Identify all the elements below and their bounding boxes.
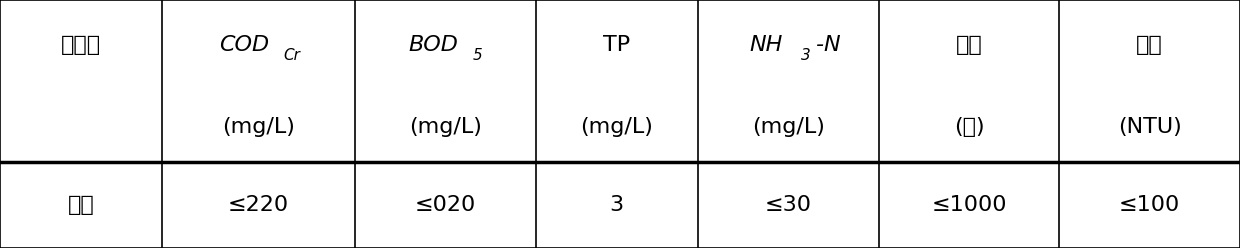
Text: 3: 3 <box>801 48 811 63</box>
Text: (NTU): (NTU) <box>1117 117 1182 137</box>
Text: ≤100: ≤100 <box>1118 195 1180 215</box>
Text: (mg/L): (mg/L) <box>580 117 653 137</box>
Text: COD: COD <box>218 35 269 56</box>
Text: Cr: Cr <box>284 48 300 63</box>
Text: BOD: BOD <box>408 35 458 56</box>
Text: ≤220: ≤220 <box>228 195 289 215</box>
Text: (倍): (倍) <box>954 117 985 137</box>
Text: NH: NH <box>749 35 782 56</box>
Text: ≤020: ≤020 <box>415 195 476 215</box>
Text: -N: -N <box>816 35 841 56</box>
Text: (mg/L): (mg/L) <box>751 117 825 137</box>
Text: ⁤3: ⁤3 <box>610 195 624 215</box>
Text: TP: TP <box>604 35 630 56</box>
Text: 污染物: 污染物 <box>61 35 102 56</box>
Text: (mg/L): (mg/L) <box>222 117 295 137</box>
Text: 指标: 指标 <box>68 195 94 215</box>
Text: ≤30: ≤30 <box>765 195 812 215</box>
Text: ≤1000: ≤1000 <box>931 195 1007 215</box>
Text: 5: 5 <box>472 48 482 63</box>
Text: (mg/L): (mg/L) <box>409 117 482 137</box>
Text: 色度: 色度 <box>956 35 982 56</box>
Text: 浊度: 浊度 <box>1136 35 1163 56</box>
